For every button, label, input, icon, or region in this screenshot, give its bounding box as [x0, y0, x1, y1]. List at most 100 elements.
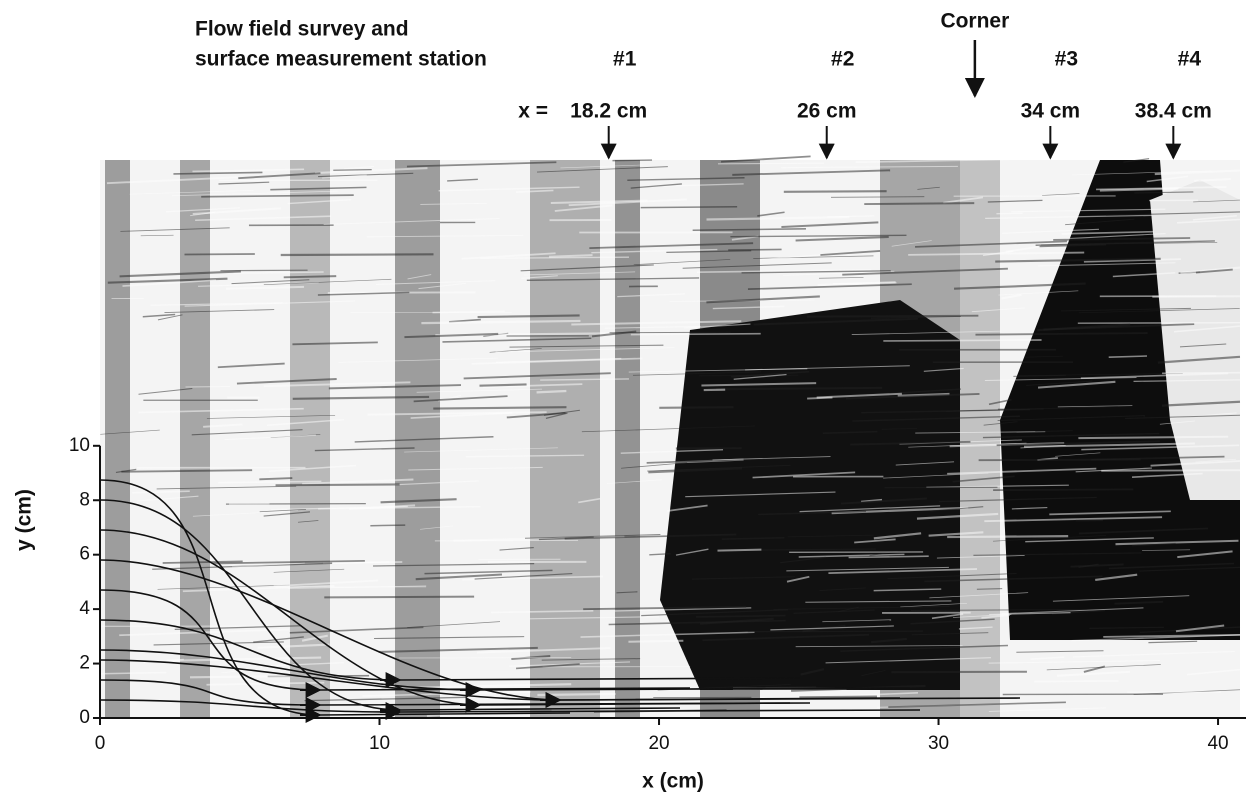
photo-streak: [1108, 355, 1148, 358]
photo-streak: [883, 339, 1042, 342]
photo-streak: [438, 186, 580, 192]
photo-streak: [1037, 262, 1176, 267]
x-tick-label: 10: [369, 733, 390, 754]
photo-streak: [259, 662, 344, 667]
photo-streak: [1038, 244, 1107, 248]
photo-streak: [1001, 607, 1144, 615]
photo-streak: [943, 196, 984, 204]
photo-streak: [976, 588, 1003, 590]
photo-streak: [782, 270, 895, 276]
photo-streak: [100, 429, 160, 435]
photo-streak: [861, 670, 886, 676]
photo-streak: [712, 456, 831, 461]
photo-streak: [1194, 178, 1231, 182]
photo-streak: [730, 234, 907, 238]
photo-streak: [617, 293, 686, 298]
streamline: [99, 499, 681, 717]
photo-streak: [851, 330, 1002, 335]
photo-streak: [520, 264, 654, 272]
photo-streak: [817, 281, 896, 287]
photo-streak: [993, 488, 1134, 491]
photo-streak: [259, 509, 306, 513]
photo-streak: [289, 626, 424, 634]
photo-streak: [373, 563, 535, 567]
photo-streak: [692, 576, 795, 580]
photo-streak: [374, 636, 525, 640]
photo-streak: [720, 155, 811, 163]
photo-streak: [323, 218, 500, 225]
heading-line: surface measurement station: [195, 48, 487, 71]
photo-streak: [798, 553, 905, 558]
photo-streak: [1055, 452, 1101, 457]
photo-streak: [621, 462, 688, 469]
photo-streak: [997, 415, 1145, 422]
photo-streak: [923, 367, 964, 372]
photo-streak: [220, 269, 308, 272]
photo-streak: [1123, 158, 1150, 163]
photo-streak: [206, 415, 336, 419]
heading-line: Flow field survey and: [195, 18, 409, 41]
photo-streak: [447, 178, 478, 182]
station-number: #1: [613, 48, 637, 71]
photo-streak: [917, 186, 940, 190]
photo-streak: [1195, 458, 1237, 463]
streamline: [99, 699, 921, 719]
photo-streak: [770, 625, 894, 631]
photo-streak: [840, 497, 927, 505]
photo-streak: [378, 646, 538, 653]
photo-streak: [1024, 355, 1063, 358]
photo-streak: [1078, 527, 1209, 535]
photo-streak: [366, 234, 524, 238]
photo-streak: [931, 613, 964, 620]
photo-streak: [287, 585, 427, 589]
photo-streak: [929, 592, 1029, 599]
photo-streak: [1150, 460, 1241, 467]
photo-streak: [461, 252, 556, 260]
photo-streak: [848, 555, 929, 559]
photo-streak: [747, 630, 923, 633]
photo-streak: [1103, 633, 1241, 638]
photo-streak: [993, 535, 1107, 542]
photo-streak: [695, 614, 786, 618]
photo-streak: [647, 464, 791, 472]
photo-streak: [418, 282, 466, 290]
photo-streak: [479, 383, 527, 387]
photo-streak: [840, 644, 1008, 652]
photo-streak: [1159, 420, 1195, 425]
y-axis-label: y (cm): [13, 489, 36, 551]
photo-streak: [442, 337, 592, 343]
photo-streak: [122, 279, 217, 287]
photo-streak: [221, 668, 263, 674]
streamline: [99, 659, 1021, 707]
photo-streak: [971, 307, 1025, 313]
y-tick-label: 8: [79, 489, 90, 510]
photo-streak: [831, 196, 925, 198]
photo-streak: [465, 454, 585, 458]
photo-streak: [201, 194, 354, 198]
photo-streak: [888, 701, 1066, 708]
photo-streak: [627, 177, 745, 181]
photo-streak: [524, 534, 661, 539]
photo-streak: [699, 617, 774, 625]
photo-band: [530, 160, 600, 718]
photo-streak: [550, 199, 648, 204]
photo-streak: [828, 568, 978, 575]
y-tick-label: 0: [79, 707, 90, 728]
photo-streak: [490, 610, 594, 614]
photo-streak: [333, 168, 372, 171]
photo-streak: [883, 472, 989, 479]
photo-streak: [981, 614, 1010, 619]
photo-streak: [192, 510, 299, 517]
photo-streak: [936, 555, 1025, 559]
photo-streak: [1095, 573, 1138, 581]
photo-streak: [1013, 374, 1066, 377]
photo-streak: [236, 378, 337, 385]
photo-streak: [1131, 472, 1203, 478]
photo-streak: [616, 591, 638, 594]
y-tick-label: 6: [79, 544, 90, 565]
station-number: #2: [831, 48, 854, 71]
photo-streak: [873, 532, 922, 540]
photo-streak: [1073, 650, 1235, 658]
photo-streak: [666, 250, 752, 254]
station-number: #4: [1178, 48, 1202, 71]
